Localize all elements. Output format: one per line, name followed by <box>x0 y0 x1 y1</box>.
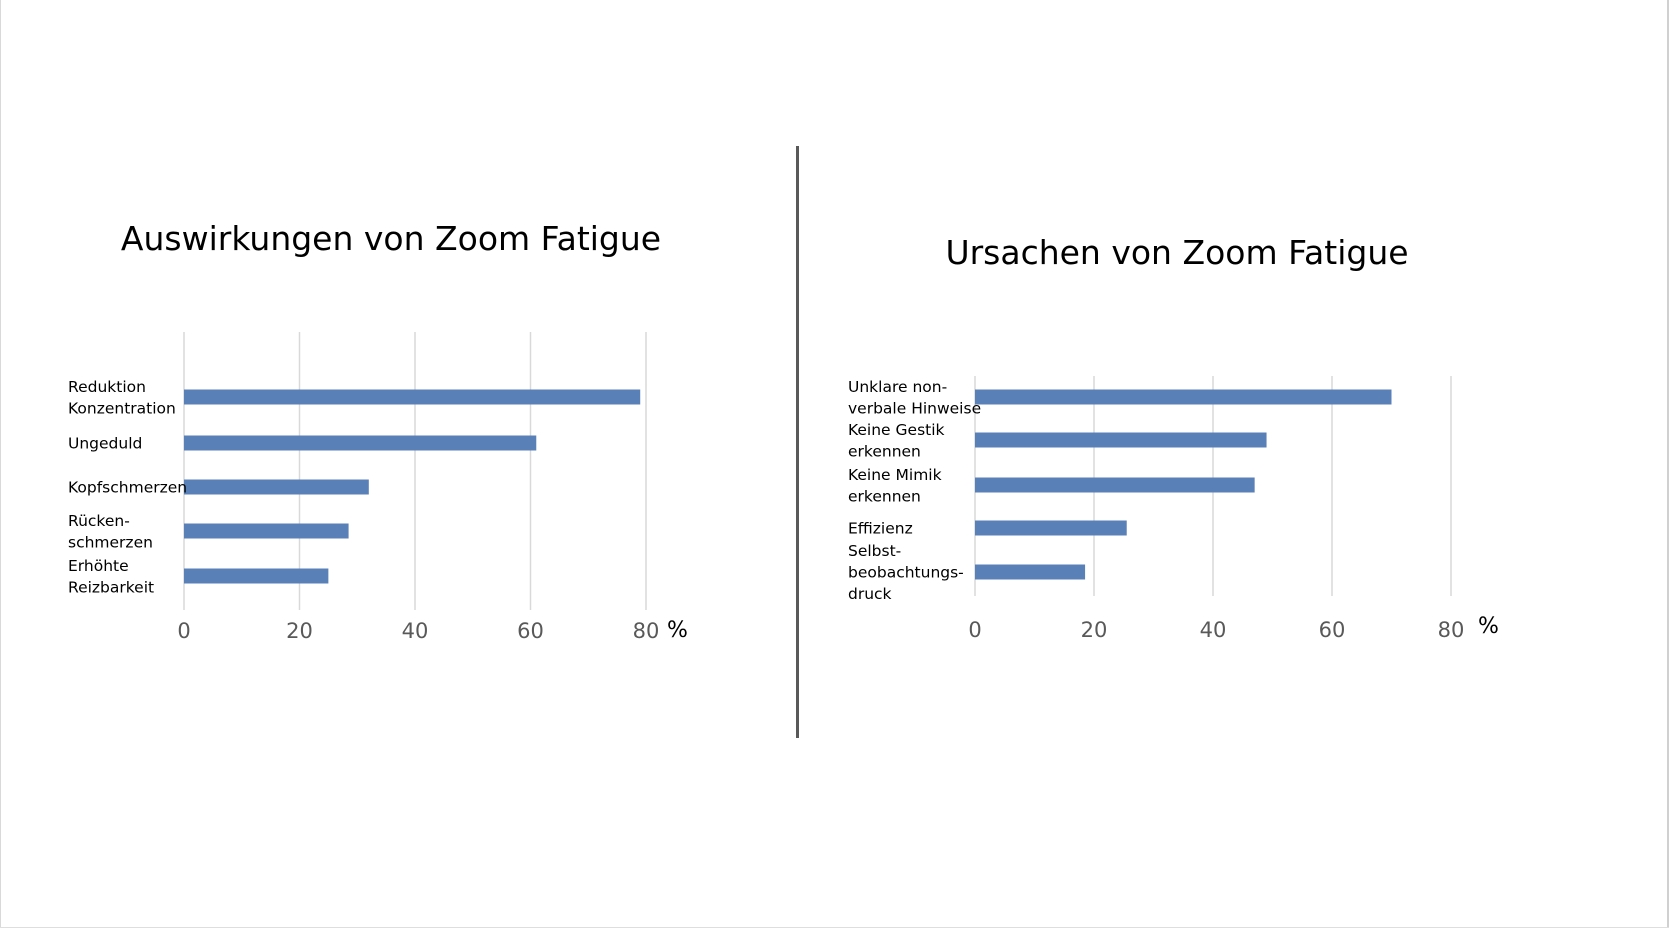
chart-divider <box>796 146 799 738</box>
bar <box>975 432 1267 448</box>
category-label-line: Keine Mimik <box>848 466 942 484</box>
category-label: Erhöhte Reizbarkeit <box>68 557 154 597</box>
x-tick-label: 20 <box>1081 618 1108 642</box>
x-tick-label: 80 <box>633 619 660 643</box>
bar <box>975 520 1127 536</box>
category-label-line: Reduktion <box>68 378 146 396</box>
category-label: Keine Mimik erkennen <box>848 466 942 506</box>
bar <box>975 564 1086 580</box>
category-label: Unklare non-verbale Hinweise <box>848 378 981 418</box>
x-tick-label: 60 <box>1319 618 1346 642</box>
bar <box>184 479 369 495</box>
x-tick-label: 20 <box>286 619 313 643</box>
x-tick-label: 40 <box>1200 618 1227 642</box>
category-label-line: druck <box>848 585 892 603</box>
category-label-line: Selbst- <box>848 542 901 560</box>
category-label-line: Reizbarkeit <box>68 578 154 596</box>
x-tick-label: 0 <box>968 618 981 642</box>
bar <box>975 477 1255 493</box>
x-axis-unit: % <box>667 618 688 643</box>
chart-title: Auswirkungen von Zoom Fatigue <box>121 219 661 258</box>
x-tick-label: 0 <box>177 619 190 643</box>
category-label-line: schmerzen <box>68 533 153 551</box>
category-label-line: Kopfschmerzen <box>68 479 187 497</box>
category-label-line: Ungeduld <box>68 435 142 453</box>
slide-border-right <box>1667 0 1669 928</box>
category-label-line: Rücken- <box>68 512 130 530</box>
chart-title: Ursachen von Zoom Fatigue <box>945 233 1408 272</box>
bar <box>184 389 641 405</box>
x-axis-unit: % <box>1478 614 1499 639</box>
x-tick-label: 80 <box>1438 618 1465 642</box>
category-label: Reduktion Konzentration <box>68 378 176 418</box>
category-label-line: beobachtungs- <box>848 564 964 582</box>
category-label: Keine Gestik erkennen <box>848 421 945 461</box>
category-label-line: verbale Hinweise <box>848 399 981 417</box>
slide-border-left <box>0 0 1 928</box>
category-label-line: Erhöhte <box>68 557 129 575</box>
bar <box>184 568 329 584</box>
x-tick-label: 60 <box>517 619 544 643</box>
bar <box>184 435 537 451</box>
bar <box>975 389 1392 405</box>
category-label: Selbst-beobachtungs-druck <box>848 542 964 603</box>
category-label: Ungeduld <box>68 435 142 453</box>
category-label: Kopfschmerzen <box>68 479 187 497</box>
category-label-line: Keine Gestik <box>848 421 945 439</box>
category-label-line: Konzentration <box>68 399 176 417</box>
category-label: Effizienz <box>848 520 913 538</box>
x-tick-label: 40 <box>402 619 429 643</box>
bar <box>184 523 349 539</box>
category-label-line: erkennen <box>848 487 921 505</box>
category-label-line: erkennen <box>848 442 921 460</box>
category-label-line: Unklare non- <box>848 378 947 396</box>
category-label-line: Effizienz <box>848 520 913 538</box>
category-label: Rücken-schmerzen <box>68 512 153 552</box>
